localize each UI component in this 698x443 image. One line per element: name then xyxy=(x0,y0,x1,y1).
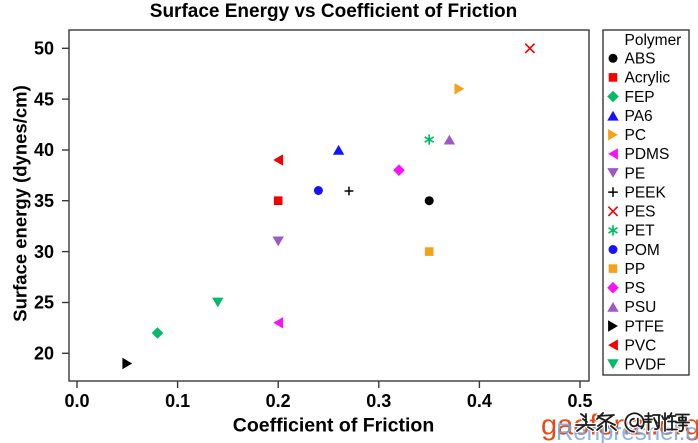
svg-text:PEEK: PEEK xyxy=(625,184,667,201)
svg-text:0.0: 0.0 xyxy=(64,391,89,411)
svg-text:POM: POM xyxy=(625,242,660,259)
svg-text:35: 35 xyxy=(34,191,54,211)
svg-text:30: 30 xyxy=(34,242,54,262)
svg-text:PET: PET xyxy=(625,223,656,240)
svg-text:FEP: FEP xyxy=(625,89,655,106)
svg-text:PVC: PVC xyxy=(625,337,657,354)
svg-text:PVDF: PVDF xyxy=(625,357,666,374)
svg-text:Polymer: Polymer xyxy=(625,32,682,49)
svg-text:25: 25 xyxy=(34,293,54,313)
svg-text:40: 40 xyxy=(34,140,54,160)
svg-text:0.4: 0.4 xyxy=(467,391,492,411)
svg-text:Acrylic: Acrylic xyxy=(625,70,671,87)
svg-text:0.1: 0.1 xyxy=(165,391,190,411)
svg-text:20: 20 xyxy=(34,344,54,364)
svg-text:PC: PC xyxy=(625,127,647,144)
svg-text:Surface Energy vs Coefficient: Surface Energy vs Coefficient of Frictio… xyxy=(150,1,517,22)
svg-text:PSU: PSU xyxy=(625,299,657,316)
svg-text:ABS: ABS xyxy=(625,51,656,68)
svg-text:PES: PES xyxy=(625,204,656,221)
svg-text:PDMS: PDMS xyxy=(625,146,670,163)
svg-text:PE: PE xyxy=(625,165,646,182)
svg-text:0.2: 0.2 xyxy=(266,391,291,411)
svg-text:Coefficient of Friction: Coefficient of Friction xyxy=(233,415,435,437)
svg-text:PS: PS xyxy=(625,280,646,297)
svg-text:PTFE: PTFE xyxy=(625,318,665,335)
svg-text:PA6: PA6 xyxy=(625,108,653,125)
svg-text:0.5: 0.5 xyxy=(567,391,592,411)
svg-text:45: 45 xyxy=(34,89,54,109)
svg-text:Surface energy (dynes/cm): Surface energy (dynes/cm) xyxy=(10,85,31,321)
svg-text:0.3: 0.3 xyxy=(366,391,391,411)
svg-text:50: 50 xyxy=(34,39,54,59)
svg-text:PP: PP xyxy=(625,261,646,278)
